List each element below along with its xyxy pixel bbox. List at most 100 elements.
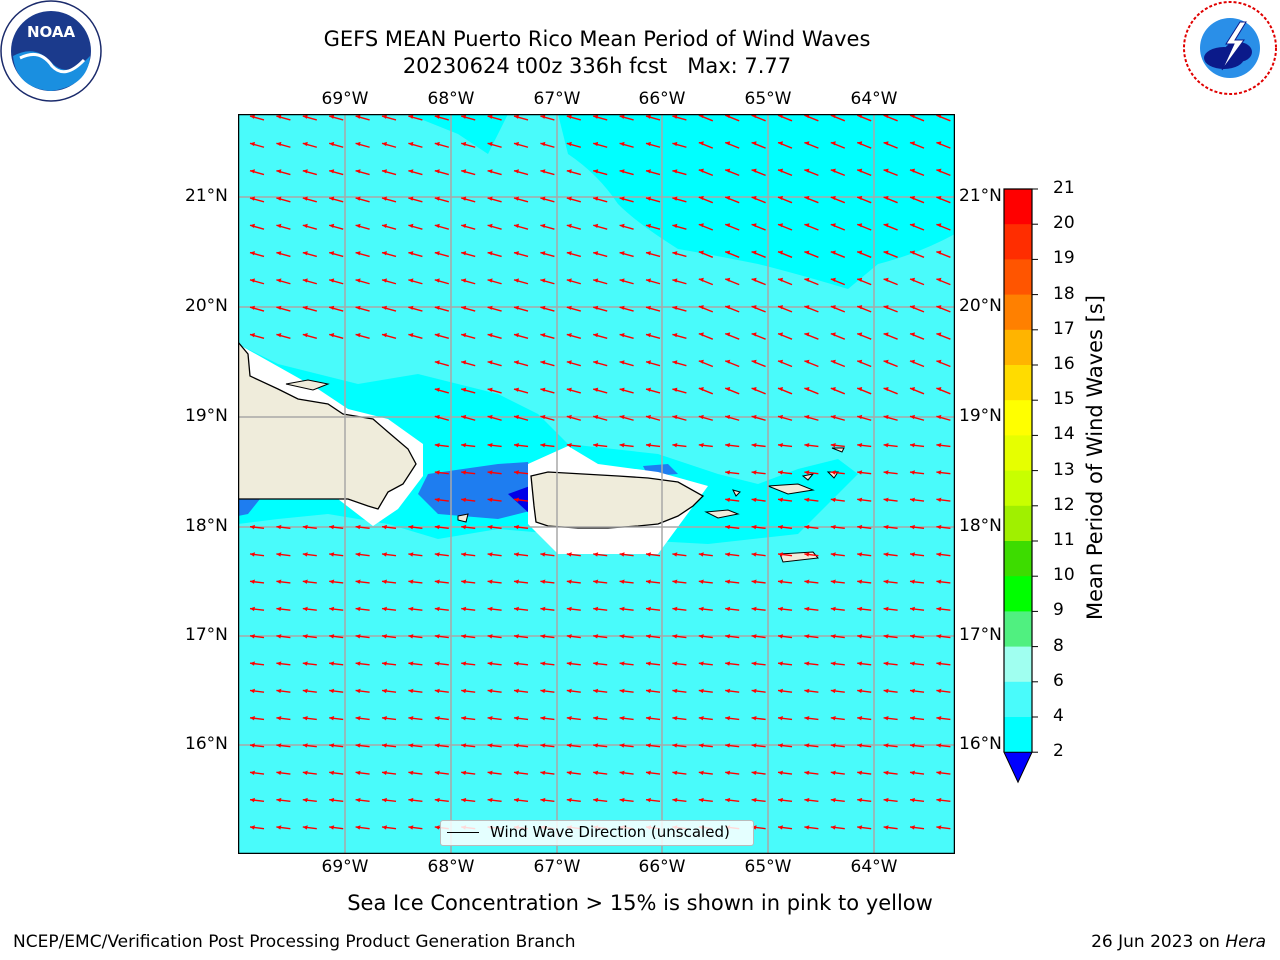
- wind-wave-arrow: [302, 169, 317, 176]
- colorbar-tick-label: 4: [1053, 706, 1064, 726]
- wind-wave-arrow: [593, 141, 608, 148]
- wind-wave-arrow: [645, 797, 661, 803]
- wind-wave-arrow: [355, 333, 370, 340]
- wind-wave-arrow: [725, 634, 740, 639]
- wind-wave-arrow: [461, 716, 476, 721]
- wind-wave-arrow: [619, 169, 634, 176]
- wind-wave-arrow: [408, 278, 423, 285]
- wind-wave-arrow: [487, 552, 502, 557]
- wind-wave-arrow: [329, 770, 344, 775]
- wind-wave-arrow: [487, 141, 502, 148]
- wind-wave-arrow: [830, 825, 845, 830]
- wind-wave-arrow: [329, 797, 344, 803]
- wind-wave-arrow: [804, 743, 819, 748]
- wind-wave-arrow: [830, 634, 845, 639]
- wind-wave-arrow: [672, 661, 687, 666]
- colorbar-segment: [1004, 400, 1032, 436]
- wind-wave-arrow: [302, 825, 317, 830]
- wind-wave-arrow: [461, 141, 476, 148]
- wind-wave-arrow: [619, 443, 634, 448]
- wind-wave-arrow: [329, 688, 344, 694]
- wind-wave-arrow: [672, 443, 687, 448]
- wind-wave-arrow: [566, 661, 581, 666]
- wind-wave-arrow: [487, 688, 502, 694]
- wind-wave-arrow: [593, 797, 608, 803]
- wind-wave-arrow: [540, 196, 555, 203]
- wind-wave-arrow: [381, 196, 397, 203]
- wind-wave-arrow: [329, 524, 344, 530]
- wind-wave-arrow: [698, 634, 713, 639]
- wind-wave-arrow: [408, 634, 423, 639]
- wind-wave-arrow: [725, 606, 740, 612]
- lat-label-right: 17°N: [959, 625, 1002, 645]
- wind-wave-arrow: [329, 169, 344, 176]
- wind-wave-arrow: [672, 169, 687, 176]
- wind-wave-arrow: [909, 661, 925, 666]
- wind-wave-arrow: [381, 688, 397, 694]
- wind-wave-arrow: [302, 114, 317, 121]
- wind-wave-arrow: [619, 716, 634, 721]
- wind-wave-arrow: [698, 250, 714, 258]
- colorbar-segment: [1004, 435, 1032, 472]
- wind-wave-arrow: [593, 333, 608, 340]
- wind-wave-arrow: [249, 634, 265, 639]
- wind-wave-arrow: [883, 716, 898, 721]
- wind-wave-arrow: [777, 332, 793, 340]
- wind-wave-arrow: [619, 688, 634, 694]
- wind-wave-arrow: [751, 277, 766, 286]
- wind-wave-arrow: [909, 470, 925, 475]
- wind-wave-arrow: [513, 688, 529, 694]
- wind-wave-arrow: [249, 251, 265, 258]
- wind-wave-arrow: [883, 606, 898, 612]
- wind-wave-arrow: [856, 387, 872, 395]
- wind-wave-arrow: [909, 524, 925, 530]
- wind-wave-arrow: [329, 716, 344, 721]
- wind-wave-arrow: [381, 661, 397, 666]
- cyan-band-north2: [408, 114, 508, 154]
- wind-wave-arrow: [751, 443, 766, 448]
- wind-wave-arrow: [909, 332, 925, 340]
- wind-wave-arrow: [276, 606, 291, 612]
- wind-wave-arrow: [276, 141, 291, 148]
- wind-wave-arrow: [540, 169, 555, 176]
- wind-wave-arrow: [513, 661, 529, 666]
- colorbar-tick-label: 20: [1053, 213, 1075, 234]
- wind-wave-arrow: [566, 141, 581, 148]
- wind-wave-arrow: [249, 169, 265, 176]
- wind-wave-arrow: [856, 168, 872, 177]
- wind-wave-arrow: [566, 743, 581, 748]
- wind-wave-arrow: [909, 634, 925, 639]
- wind-wave-arrow: [856, 305, 872, 313]
- wind-wave-arrow: [566, 169, 581, 176]
- wind-wave-arrow: [434, 169, 449, 176]
- wind-wave-arrow: [355, 196, 370, 203]
- wind-wave-arrow: [540, 333, 555, 340]
- wind-wave-arrow: [909, 606, 925, 612]
- wind-wave-arrow: [777, 223, 793, 231]
- lat-label-right: 19°N: [959, 406, 1002, 426]
- wind-wave-arrow: [725, 716, 740, 721]
- wind-wave-arrow: [487, 223, 502, 230]
- wind-wave-arrow: [619, 797, 634, 803]
- wind-wave-arrow: [724, 168, 740, 177]
- colorbar-tick-label: 21: [1053, 178, 1075, 198]
- wind-wave-arrow: [540, 114, 555, 121]
- lat-label-left: 16°N: [185, 734, 228, 754]
- wind-wave-arrow: [381, 634, 397, 639]
- wind-wave-arrow: [645, 141, 661, 148]
- wind-wave-arrow: [619, 552, 634, 557]
- wind-wave-arrow: [936, 797, 951, 803]
- wind-wave-arrow: [566, 360, 581, 367]
- wind-wave-arrow: [856, 359, 872, 368]
- wind-wave-arrow: [751, 141, 766, 149]
- wind-wave-arrow: [857, 743, 872, 748]
- wind-wave-arrow: [936, 634, 951, 639]
- wind-wave-arrow: [725, 743, 740, 748]
- wind-wave-arrow: [830, 250, 846, 258]
- wind-wave-arrow: [857, 797, 872, 803]
- wind-wave-arrow: [645, 443, 661, 448]
- wind-wave-arrow: [434, 524, 449, 530]
- wind-wave-arrow: [276, 251, 291, 258]
- land-vieques: [704, 509, 740, 519]
- wind-wave-arrow: [593, 169, 608, 176]
